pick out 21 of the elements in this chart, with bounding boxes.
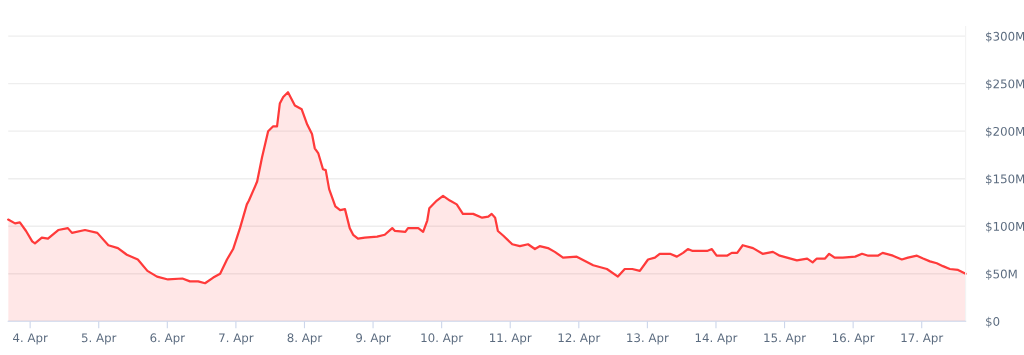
x-tick-label: 10. Apr [421, 333, 464, 345]
x-tick-label: 9. Apr [356, 333, 391, 345]
y-tick-label: $300M [986, 31, 1024, 43]
x-tick-label: 17. Apr [901, 333, 944, 345]
x-tick-label: 4. Apr [13, 333, 48, 345]
x-tick-label: 11. Apr [490, 333, 532, 345]
y-tick-label: $200M [986, 126, 1024, 138]
y-tick-label: $50M [986, 269, 1017, 280]
x-tick-label: 13. Apr [627, 333, 669, 345]
x-tick-label: 16. Apr [832, 333, 875, 345]
x-tick-label: 15. Apr [764, 333, 807, 345]
x-tick-label: 6. Apr [150, 333, 186, 345]
y-tick-label: $0 [986, 316, 1000, 328]
y-tick-label: $100M [986, 221, 1024, 233]
x-tick-label: 12. Apr [558, 333, 601, 345]
y-tick-label: $150M [986, 174, 1024, 185]
x-tick-label: 5. Apr [81, 333, 117, 345]
x-tick-label: 8. Apr [287, 333, 323, 345]
x-tick-label: 14. Apr [695, 333, 738, 345]
y-tick-label: $250M [986, 79, 1024, 90]
x-tick-label: 7. Apr [219, 333, 254, 345]
